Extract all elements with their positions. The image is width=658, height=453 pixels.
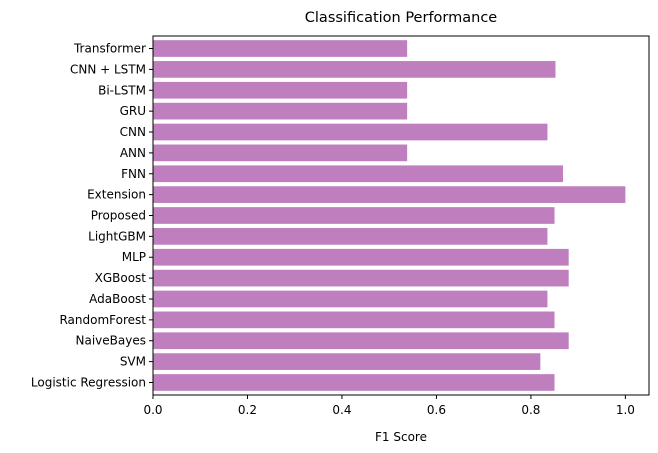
- bars-group: [153, 40, 626, 391]
- bar-fnn: [153, 165, 564, 183]
- x-tick-label: 0.4: [332, 403, 351, 417]
- bar-transformer: [153, 40, 408, 57]
- y-tick-label: Logistic Regression: [31, 375, 146, 389]
- bar-svm: [153, 353, 541, 370]
- chart-title: Classification Performance: [305, 10, 498, 26]
- x-tick-label: 0.2: [238, 403, 257, 417]
- bar-mlp: [153, 248, 569, 266]
- y-tick-label: ANN: [120, 146, 146, 160]
- y-tick-label: RandomForest: [59, 313, 146, 327]
- y-tick-label: AdaBoost: [89, 292, 146, 306]
- bar-cnn: [153, 123, 548, 141]
- bar-ann: [153, 144, 408, 162]
- y-tick-label: CNN + LSTM: [70, 62, 146, 76]
- y-tick-label: MLP: [122, 250, 146, 264]
- y-tick-label: FNN: [121, 167, 146, 181]
- y-tick-label: Transformer: [73, 42, 146, 56]
- y-tick-label: GRU: [120, 104, 146, 118]
- x-axis-label: F1 Score: [375, 430, 427, 444]
- x-tick-label: 0.0: [143, 403, 162, 417]
- y-tick-label: LightGBM: [88, 229, 146, 243]
- x-tick-label: 0.6: [427, 403, 446, 417]
- y-tick-label: CNN: [120, 125, 146, 139]
- plot-frame: [152, 35, 650, 396]
- y-tick-label: Proposed: [91, 209, 146, 223]
- x-tick-label: 0.8: [521, 403, 540, 417]
- bar-proposed: [153, 207, 555, 224]
- bar-gru: [153, 102, 408, 120]
- bar-randomforest: [153, 311, 555, 329]
- bar-xgboost: [153, 269, 569, 287]
- bar-bi-lstm: [153, 81, 408, 99]
- bar-adaboost: [153, 290, 548, 308]
- bar-logistic-regression: [153, 374, 555, 391]
- x-ticks: 0.0 0.2 0.4 0.6 0.8 1.0: [143, 395, 635, 417]
- bar-extension: [153, 186, 626, 203]
- y-tick-label: Bi-LSTM: [98, 83, 146, 97]
- bar-cnn-lstm: [153, 61, 556, 78]
- y-tick-label: XGBoost: [95, 271, 147, 285]
- y-tick-label: SVM: [120, 355, 146, 369]
- x-tick-label: 1.0: [616, 403, 635, 417]
- y-tick-label: Extension: [87, 188, 146, 202]
- bar-lightgbm: [153, 228, 548, 245]
- y-tick-label: NaiveBayes: [76, 334, 146, 348]
- y-tick-labels: Logistic Regression SVM NaiveBayes RandomFo…: [31, 42, 153, 389]
- bar-naivebayes: [153, 332, 569, 350]
